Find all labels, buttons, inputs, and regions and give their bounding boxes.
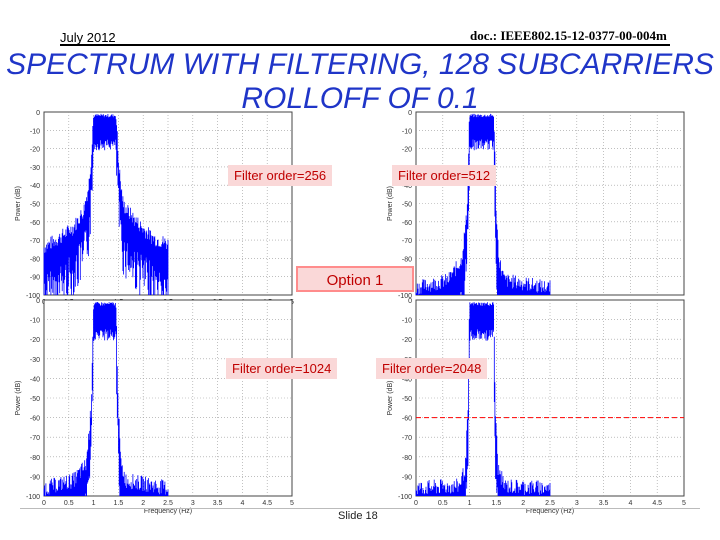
plot3-y-tick-label: -10 <box>30 318 40 325</box>
plot4-spectrum-series <box>415 302 551 496</box>
plot3-y-tick-label: -20 <box>30 337 40 344</box>
plot3-y-tick-label: -60 <box>30 416 40 423</box>
plot2-y-axis-label: Power (dB) <box>387 186 394 221</box>
plot1-y-tick-label: -60 <box>30 220 40 227</box>
filter-order-1024-label: Filter order=1024 <box>226 358 338 379</box>
plot4-x-tick-label: 3 <box>575 500 579 507</box>
plot3-y-tick-label: -30 <box>30 357 40 364</box>
plot4-y-tick-label: -20 <box>402 337 412 344</box>
plot2-y-tick-label: -80 <box>402 256 412 263</box>
plot3-spectrum-series <box>43 302 169 496</box>
slide-title-line1: SPECTRUM WITH FILTERING, 128 SUBCARRIERS <box>6 48 714 81</box>
plot1-y-tick-label: -90 <box>30 275 40 282</box>
filter-order-256-label: Filter order=256 <box>228 165 333 186</box>
plot4-y-tick-label: -70 <box>402 435 412 442</box>
plot4-x-tick-label: 4.5 <box>652 500 662 507</box>
plot4-y-tick-label: -50 <box>402 396 412 403</box>
slide-number: Slide 18 <box>338 510 378 522</box>
plot4-x-tick-label: 0 <box>414 500 418 507</box>
plot3-x-tick-label: 5 <box>290 500 294 507</box>
plot3-x-tick-label: 4 <box>240 500 244 507</box>
plot3-x-tick-label: 2.5 <box>163 500 173 507</box>
plot2-y-tick-label: 0 <box>408 110 412 117</box>
plot1-spectrum-series <box>43 113 169 295</box>
plot2-y-tick-label: -20 <box>402 147 412 154</box>
plot1-y-tick-label: -10 <box>30 128 40 135</box>
plot2-y-tick-label: -100 <box>398 293 412 300</box>
plot4-x-tick-label: 4 <box>628 500 632 507</box>
plot4-y-tick-label: -80 <box>402 455 412 462</box>
plot2-y-tick-label: -50 <box>402 202 412 209</box>
plot2-spectrum-series <box>415 113 551 295</box>
plot4-x-tick-label: 1 <box>468 500 472 507</box>
header-date: July 2012 <box>60 30 116 45</box>
plot4-x-tick-label: 5 <box>682 500 686 507</box>
plot3-x-tick-label: 3 <box>191 500 195 507</box>
plot4-x-tick-label: 2 <box>521 500 525 507</box>
footer-rule <box>20 508 700 509</box>
plot2-y-tick-label: -70 <box>402 238 412 245</box>
plot2-y-tick-label: -40 <box>402 183 412 190</box>
plot4-x-tick-label: 1.5 <box>492 500 502 507</box>
plot4-y-tick-label: -40 <box>402 376 412 383</box>
plot1-y-tick-label: -30 <box>30 165 40 172</box>
plot4-x-axis-label: Frequency (Hz) <box>526 508 574 515</box>
plot1-y-tick-label: -50 <box>30 202 40 209</box>
plot3-x-axis-label: Frequency (Hz) <box>144 508 192 515</box>
plot3-y-tick-label: 0 <box>36 298 40 305</box>
plot4-y-tick-label: -100 <box>398 494 412 501</box>
plot1-y-tick-label: -80 <box>30 256 40 263</box>
plot4-y-tick-label: 0 <box>408 298 412 305</box>
plot4-frame <box>415 299 685 497</box>
plot4-y-axis-label: Power (dB) <box>387 380 394 415</box>
plot4-y-tick-label: -60 <box>402 416 412 423</box>
plot1-y-tick-label: -40 <box>30 183 40 190</box>
plot3-y-axis-label: Power (dB) <box>15 380 22 415</box>
plot1-y-axis-label: Power (dB) <box>15 186 22 221</box>
filter-order-512-label: Filter order=512 <box>392 165 497 186</box>
plot4-x-tick-label: 0.5 <box>438 500 448 507</box>
filter-order-2048-label: Filter order=2048 <box>376 358 488 379</box>
header-rule <box>60 44 670 46</box>
plot3-x-tick-label: 1.5 <box>114 500 124 507</box>
option-1-button[interactable]: Option 1 <box>296 266 414 292</box>
plot4-y-tick-label: -90 <box>402 474 412 481</box>
plot3-y-tick-label: -100 <box>26 494 40 501</box>
plot1-y-tick-label: -100 <box>26 293 40 300</box>
plot1-y-tick-label: -70 <box>30 238 40 245</box>
plot3-x-tick-label: 2 <box>141 500 145 507</box>
plot1-y-tick-label: -20 <box>30 147 40 154</box>
plot3-x-tick-label: 1 <box>92 500 96 507</box>
plot4-x-tick-label: 3.5 <box>599 500 609 507</box>
plot3-y-tick-label: -40 <box>30 376 40 383</box>
plot4-x-tick-label: 2.5 <box>545 500 555 507</box>
plot3-y-tick-label: -50 <box>30 396 40 403</box>
plot3-x-tick-label: 4.5 <box>262 500 272 507</box>
plot3-x-tick-label: 3.5 <box>213 500 223 507</box>
plot1-y-tick-label: 0 <box>36 110 40 117</box>
plot4-y-tick-label: -10 <box>402 318 412 325</box>
plot3-y-tick-label: -80 <box>30 455 40 462</box>
header-doc-id: doc.: IEEE802.15-12-0377-00-004m <box>470 28 667 43</box>
plot3-x-tick-label: 0.5 <box>64 500 74 507</box>
plot2-y-tick-label: -60 <box>402 220 412 227</box>
slide-title-line2: ROLLOFF OF 0.1 <box>241 82 479 115</box>
plot3-y-tick-label: -70 <box>30 435 40 442</box>
plot2-y-tick-label: -10 <box>402 128 412 135</box>
plot3-x-tick-label: 0 <box>42 500 46 507</box>
plot3-y-tick-label: -90 <box>30 474 40 481</box>
